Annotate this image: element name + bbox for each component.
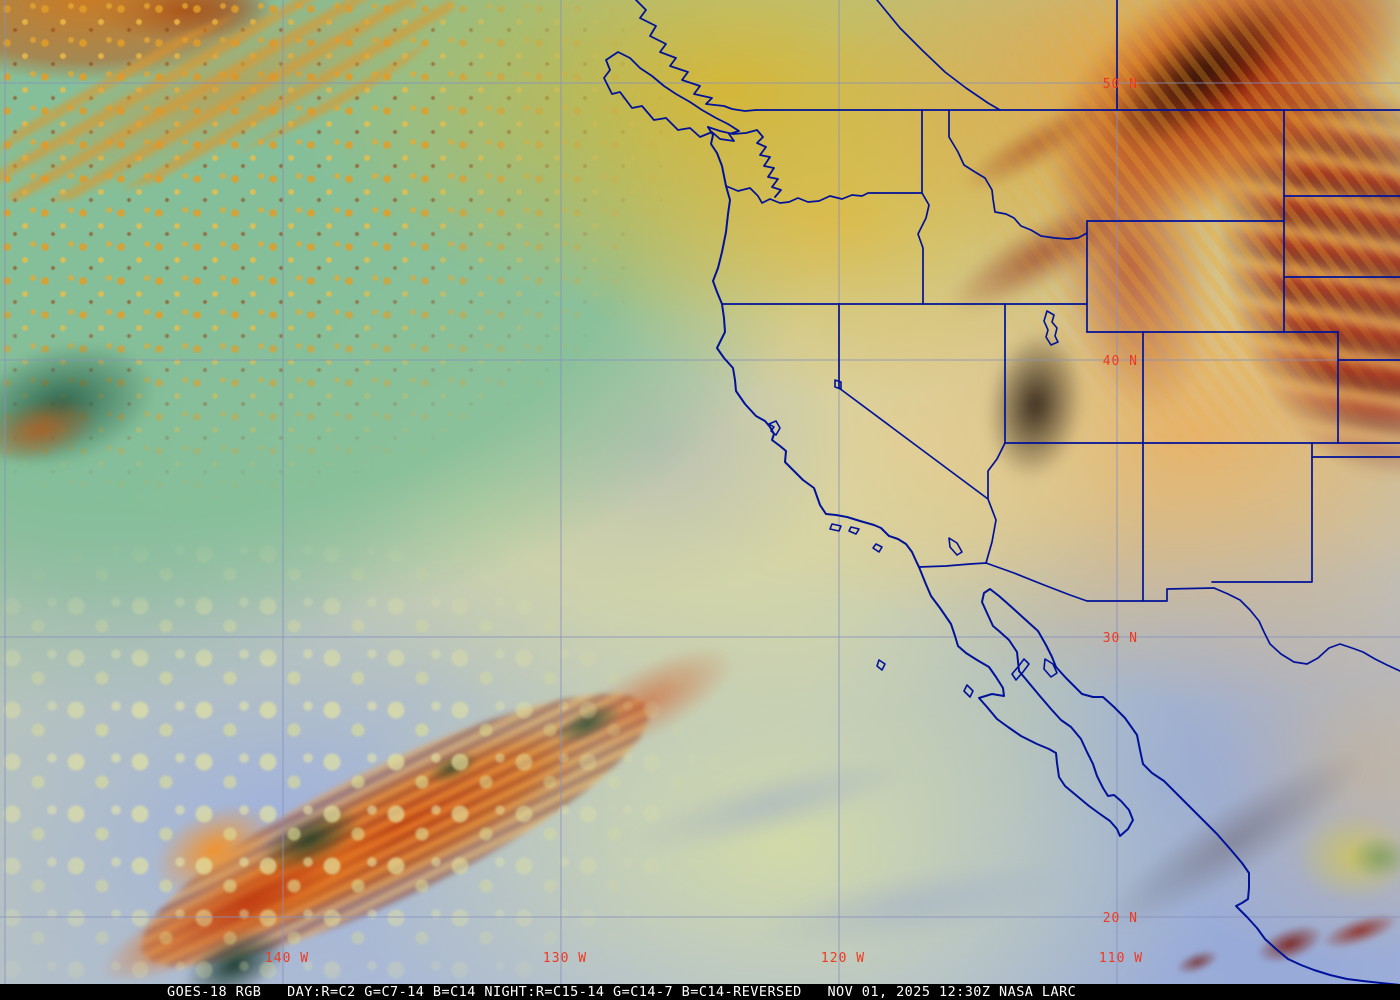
isla-cedros (963, 684, 974, 698)
longitude-label: 130 W (543, 951, 587, 966)
latitude-label: 30 N (1103, 631, 1138, 646)
columbia-river-border (725, 185, 923, 204)
border-ca-nv (838, 303, 997, 564)
border-id-mt (948, 109, 1088, 240)
latitude-label: 50 N (1103, 77, 1138, 92)
isla-angel-de-la-guarda (1011, 658, 1030, 681)
longitude-label: 140 W (265, 951, 309, 966)
border-nm-tx (1211, 442, 1313, 583)
longitude-label: 120 W (821, 951, 865, 966)
lake-tahoe (834, 379, 842, 390)
border-wa-id-or (917, 109, 930, 305)
map-boundaries-layer (603, 0, 1400, 984)
status-text: GOES-18 RGB DAY:R=C2 G=C7-14 B=C14 NIGHT… (167, 984, 1077, 1000)
border-us-mexico (918, 562, 1215, 602)
longitude-label: 110 W (1099, 951, 1143, 966)
grid-labels-layer: 50 N 40 N 30 N 20 N 140 W 130 W 120 W 110 W (265, 77, 1143, 966)
salton-sea (948, 537, 963, 556)
isla-tiburon (1043, 658, 1058, 678)
channel-island-2 (848, 526, 860, 535)
status-bar: GOES-18 RGB DAY:R=C2 G=C7-14 B=C14 NIGHT… (0, 984, 1400, 1000)
channel-island-1 (829, 523, 842, 532)
channel-island-3 (872, 543, 883, 553)
great-salt-lake (1043, 310, 1059, 346)
latitude-label: 40 N (1103, 354, 1138, 369)
latitude-label: 20 N (1103, 911, 1138, 926)
coastline-baja-gulf-mexico (918, 566, 1400, 984)
border-bc-alberta (876, 0, 1001, 111)
isla-guadalupe (876, 659, 886, 671)
coastline-bc-fjords (635, 0, 757, 112)
border-rio-grande (1213, 587, 1400, 672)
border-nv-az (987, 442, 1006, 500)
